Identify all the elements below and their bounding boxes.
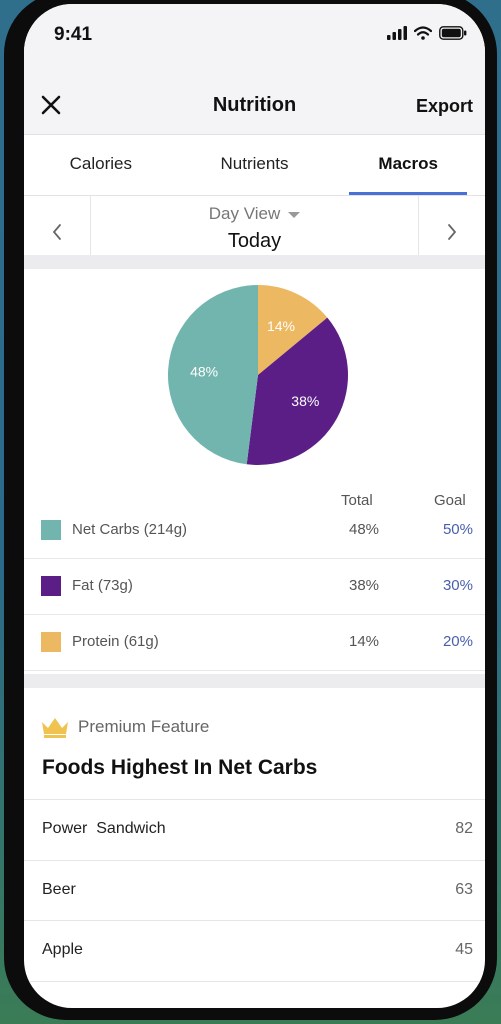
nav-bar: Nutrition Export xyxy=(24,76,485,135)
pie-label-net-carbs: 48% xyxy=(190,364,218,380)
page-title: Nutrition xyxy=(212,94,297,116)
pie-slice-protein xyxy=(258,285,328,375)
tab-macros[interactable]: Macros xyxy=(331,135,485,195)
food-value: 63 xyxy=(455,881,473,898)
pie-slice-fat xyxy=(246,317,349,465)
legend-swatch xyxy=(41,520,61,540)
pie-slice-net-carbs xyxy=(167,285,258,465)
day-view-label: Day View xyxy=(208,204,281,223)
food-row[interactable]: Apple 45 xyxy=(24,920,485,981)
status-icons xyxy=(387,26,467,40)
signal-icon xyxy=(387,26,407,40)
section-divider xyxy=(24,255,485,269)
total-header: Total xyxy=(341,492,373,509)
day-view-dropdown[interactable]: Day View xyxy=(91,204,418,224)
food-name: Beer xyxy=(42,881,76,898)
wifi-icon xyxy=(414,26,432,40)
pie-label-fat: 38% xyxy=(291,393,319,409)
macro-label: Protein (61g) xyxy=(72,633,159,650)
food-row[interactable]: Beer 63 xyxy=(24,860,485,921)
macro-row-protein: Protein (61g) 14% 20% xyxy=(24,615,485,671)
phone-frame: 9:41 xyxy=(4,0,497,1020)
tab-nutrients[interactable]: Nutrients xyxy=(220,154,289,173)
macro-total: 38% xyxy=(349,577,380,594)
battery-icon xyxy=(439,26,467,40)
pie-chart: 14% 38% 48% xyxy=(167,285,349,465)
macro-row-fat: Fat (73g) 38% 30% xyxy=(24,559,485,615)
app-screen: 9:41 xyxy=(24,4,485,1008)
macro-total: 48% xyxy=(349,521,380,538)
list-divider xyxy=(24,981,485,982)
macro-goal[interactable]: 20% xyxy=(442,633,473,650)
premium-badge: Premium Feature xyxy=(40,716,209,738)
legend-swatch xyxy=(41,632,61,652)
chevron-left-icon xyxy=(52,223,61,240)
foods-section-title: Foods Highest In Net Carbs xyxy=(42,756,318,779)
close-icon[interactable] xyxy=(40,94,62,116)
status-time: 9:41 xyxy=(54,24,93,45)
food-name: Power Sandwich xyxy=(42,820,166,837)
legend-swatch xyxy=(41,576,61,596)
food-value: 82 xyxy=(455,820,473,837)
macros-chart: 14% 38% 48% xyxy=(24,281,485,481)
premium-label: Premium Feature xyxy=(78,717,210,736)
food-name: Apple xyxy=(42,941,83,958)
section-divider xyxy=(24,674,485,688)
export-button[interactable]: Export xyxy=(415,96,473,116)
status-bar: 9:41 xyxy=(24,4,485,76)
food-value: 45 xyxy=(455,941,473,958)
pie-label-protein: 14% xyxy=(267,318,295,334)
date-display: Day View Today xyxy=(91,196,418,267)
macro-label: Net Carbs (214g) xyxy=(72,521,188,538)
tab-bar: Calories Nutrients Macros xyxy=(24,135,485,196)
next-day-button[interactable] xyxy=(418,196,485,267)
macro-goal[interactable]: 30% xyxy=(442,577,473,594)
tab-calories[interactable]: Calories xyxy=(69,154,133,173)
macro-total: 14% xyxy=(349,633,380,650)
crown-icon xyxy=(42,718,68,738)
macro-row-net-carbs: Net Carbs (214g) 48% 50% xyxy=(24,503,485,559)
current-date: Today xyxy=(227,230,282,252)
chevron-right-icon xyxy=(448,223,457,240)
macro-label: Fat (73g) xyxy=(72,577,133,594)
food-row[interactable]: Power Sandwich 82 xyxy=(24,799,485,860)
macro-goal[interactable]: 50% xyxy=(442,521,473,538)
caret-down-icon xyxy=(288,211,301,218)
previous-day-button[interactable] xyxy=(24,196,91,267)
goal-header: Goal xyxy=(434,492,466,509)
